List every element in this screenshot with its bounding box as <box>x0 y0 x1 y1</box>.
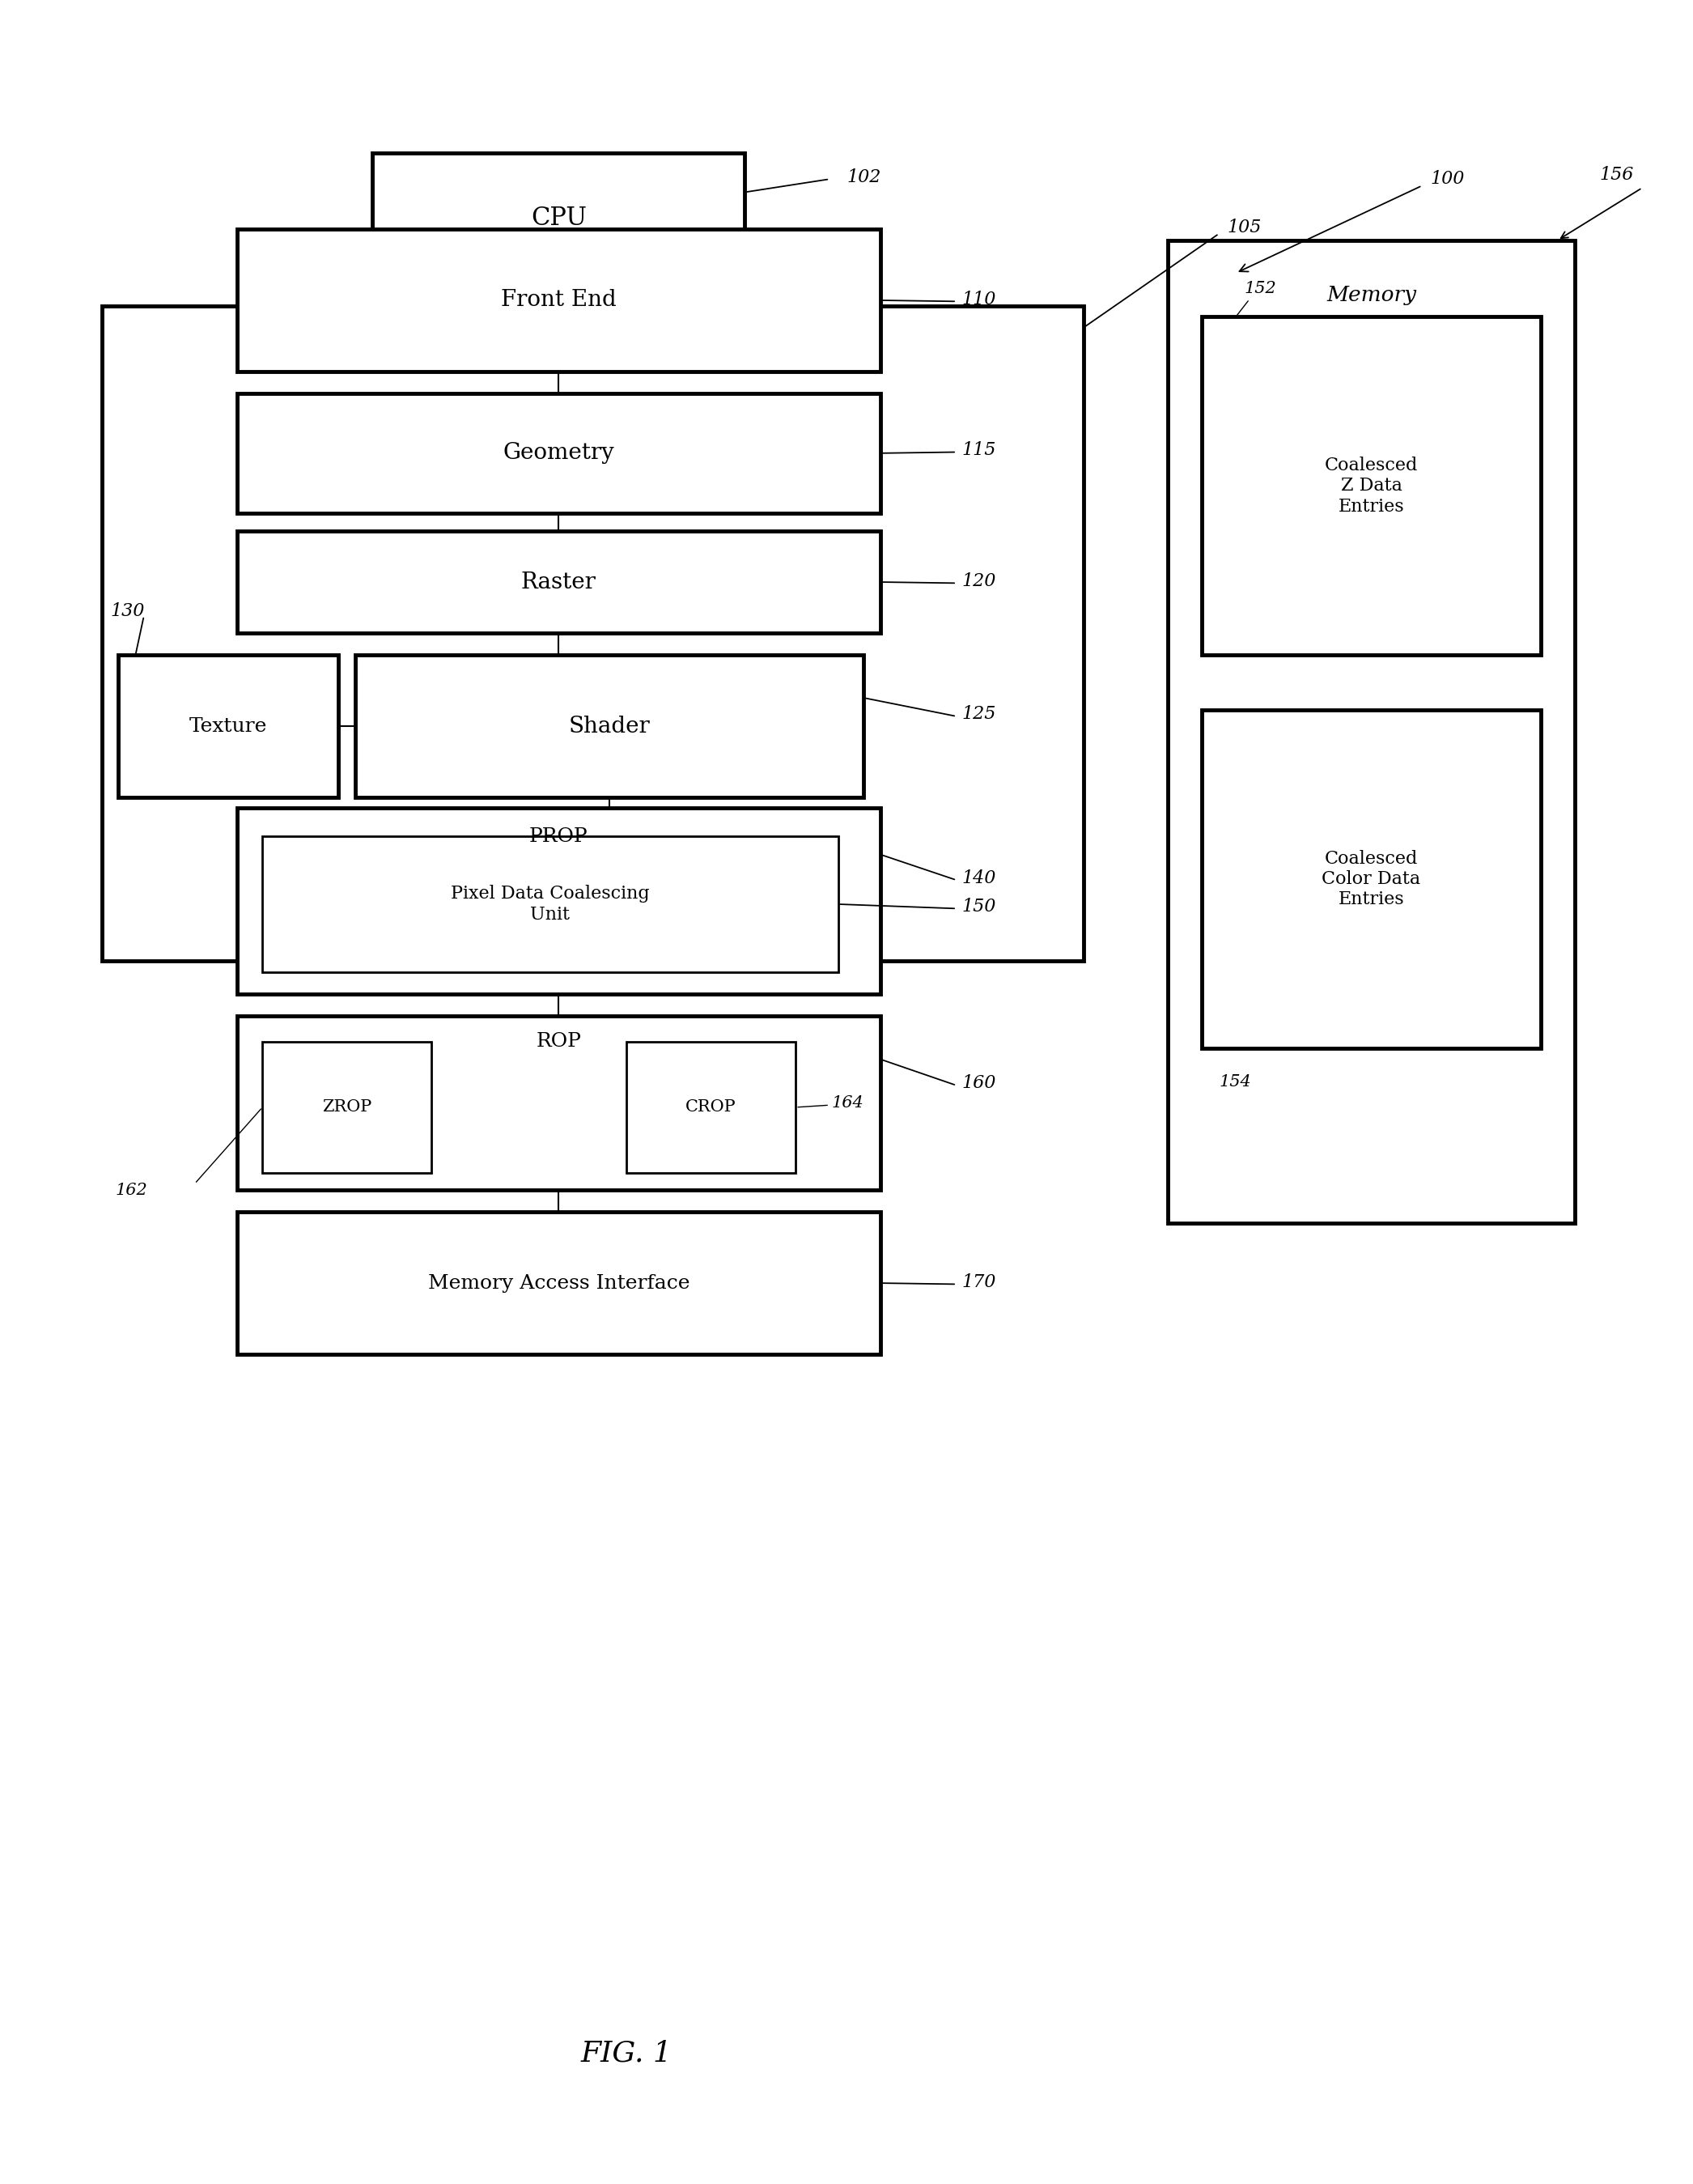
FancyBboxPatch shape <box>262 836 838 972</box>
FancyBboxPatch shape <box>237 531 880 633</box>
FancyBboxPatch shape <box>237 1212 880 1354</box>
FancyBboxPatch shape <box>237 808 880 994</box>
Text: 105: 105 <box>1227 218 1261 236</box>
FancyBboxPatch shape <box>372 153 745 284</box>
Text: Coalesced
Z Data
Entries: Coalesced Z Data Entries <box>1324 456 1419 515</box>
Text: 164: 164 <box>831 1094 863 1112</box>
Text: 154: 154 <box>1219 1075 1251 1090</box>
Text: Geometry: Geometry <box>503 441 615 465</box>
Text: 170: 170 <box>962 1273 995 1291</box>
Text: 156: 156 <box>1600 166 1634 183</box>
Text: 120: 120 <box>962 572 995 590</box>
Text: 102: 102 <box>846 168 880 186</box>
Text: 125: 125 <box>962 705 995 723</box>
Text: CPU: CPU <box>532 205 586 232</box>
Text: Memory: Memory <box>1326 284 1417 306</box>
Text: Pixel Data Coalescing
Unit: Pixel Data Coalescing Unit <box>450 885 650 924</box>
Text: 150: 150 <box>962 898 995 915</box>
Text: PROP: PROP <box>530 828 587 845</box>
Text: 160: 160 <box>962 1075 995 1092</box>
FancyBboxPatch shape <box>237 1016 880 1190</box>
Text: CROP: CROP <box>686 1099 736 1116</box>
Text: 152: 152 <box>1244 280 1277 297</box>
FancyBboxPatch shape <box>262 1042 432 1173</box>
FancyBboxPatch shape <box>1202 317 1541 655</box>
FancyBboxPatch shape <box>356 655 863 797</box>
Text: 110: 110 <box>962 290 995 308</box>
Text: Memory Access Interface: Memory Access Interface <box>428 1273 689 1293</box>
Text: 140: 140 <box>962 869 995 887</box>
Text: Front End: Front End <box>501 288 616 312</box>
FancyBboxPatch shape <box>237 229 880 371</box>
FancyBboxPatch shape <box>1202 710 1541 1048</box>
Text: Coalesced
Color Data
Entries: Coalesced Color Data Entries <box>1322 850 1420 909</box>
FancyBboxPatch shape <box>1168 240 1574 1223</box>
FancyBboxPatch shape <box>119 655 339 797</box>
FancyBboxPatch shape <box>102 306 1084 961</box>
Text: Shader: Shader <box>569 714 650 738</box>
FancyBboxPatch shape <box>237 393 880 513</box>
Text: 162: 162 <box>115 1182 147 1199</box>
Text: 115: 115 <box>962 441 995 459</box>
Text: Texture: Texture <box>190 716 267 736</box>
Text: FIG. 1: FIG. 1 <box>581 2040 672 2066</box>
Text: 130: 130 <box>110 603 144 620</box>
Text: ROP: ROP <box>537 1033 581 1051</box>
Text: 100: 100 <box>1431 170 1464 188</box>
Text: Raster: Raster <box>521 570 596 594</box>
FancyBboxPatch shape <box>626 1042 796 1173</box>
Text: ZROP: ZROP <box>322 1099 372 1116</box>
